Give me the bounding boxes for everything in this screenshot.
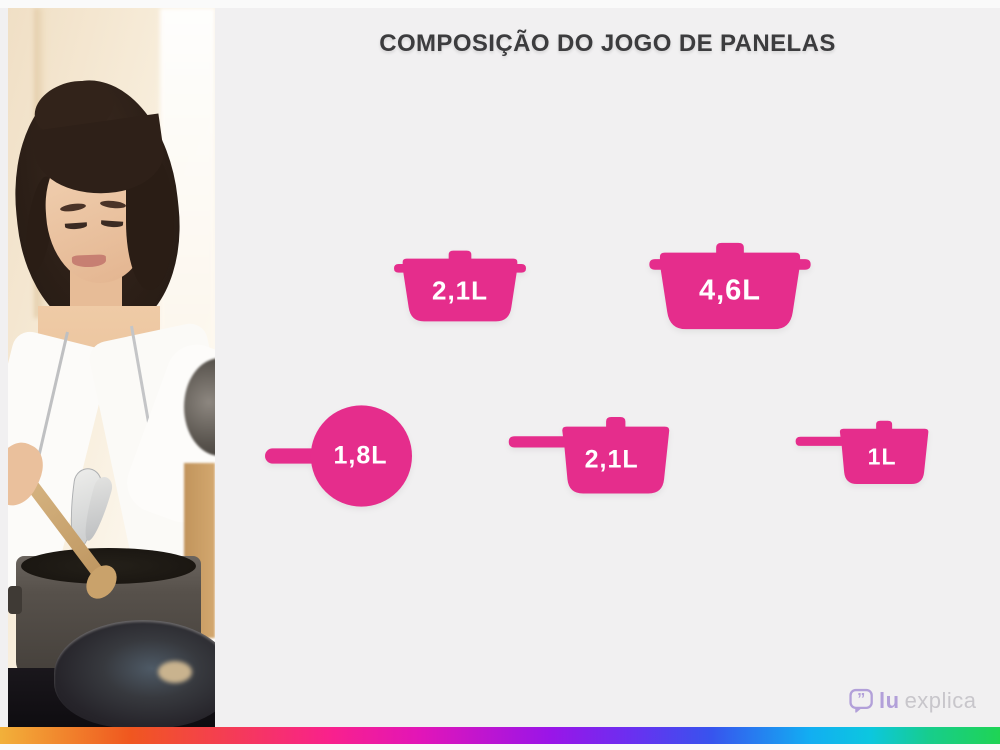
page-title: COMPOSIÇÃO DO JOGO DE PANELAS [379, 30, 836, 57]
pot-saucepan-small: 1L [795, 418, 929, 488]
pot-capacity-label: 2,1L [584, 445, 639, 474]
pot-capacity-label: 1,8L [333, 441, 388, 470]
logo-brand-text: lu [879, 688, 900, 713]
pot-casserole-large: 4,6L [648, 242, 812, 330]
pot-capacity-label: 4,6L [698, 274, 762, 307]
speech-bubble-quotes-icon: ” [849, 688, 873, 713]
pot-capacity-label: 1L [867, 443, 897, 470]
rainbow-gradient-bar [0, 727, 1000, 744]
saucepan-icon [508, 416, 670, 494]
pot-capacity-label: 2,1L [431, 275, 489, 306]
svg-text:”: ” [857, 690, 865, 708]
food-in-pan [158, 661, 192, 683]
frying-pan-icon [265, 405, 412, 507]
saucepan-icon [795, 420, 929, 485]
casserole-icon [649, 242, 811, 330]
kitchen-photo [8, 8, 215, 727]
casserole-icon [394, 250, 526, 322]
pot-saucepan-medium: 2,1L [508, 416, 670, 496]
stock-pot-handle [8, 586, 22, 614]
pot-frying-pan: 1,8L [265, 404, 412, 508]
pot-casserole-small: 2,1L [393, 250, 527, 322]
lu-explica-logo: ” lu explica [849, 687, 977, 715]
logo-suffix-text: explica [904, 688, 977, 713]
